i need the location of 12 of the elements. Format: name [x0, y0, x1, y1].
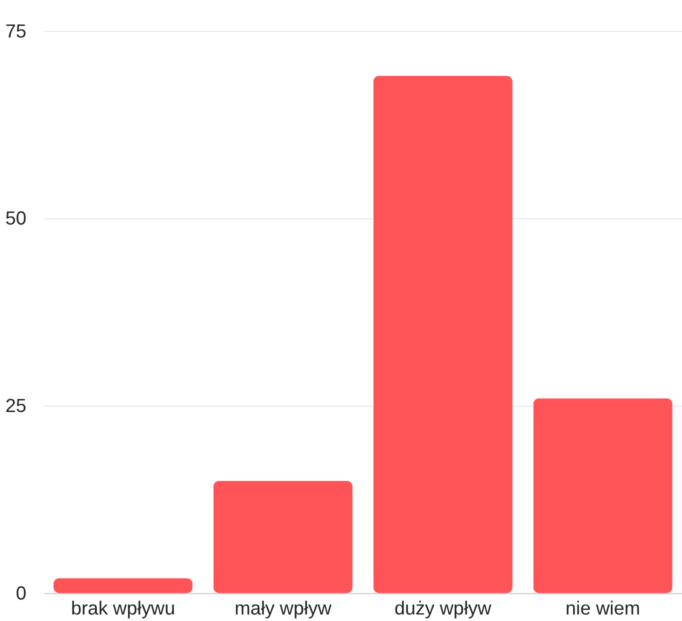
y-tick-label: 75 [5, 21, 26, 42]
y-tick-label: 25 [5, 396, 26, 418]
x-tick-label: brak wpływu [70, 598, 176, 620]
x-tick-label: mały wpływ [234, 598, 332, 620]
bar [213, 480, 353, 594]
bar [533, 398, 672, 594]
x-tick-label: nie wiem [565, 598, 640, 620]
y-tick-label: 50 [5, 208, 26, 230]
y-tick-label: 0 [16, 584, 26, 605]
bar [373, 76, 512, 594]
x-tick-label: duży wpływ [394, 598, 492, 620]
bar [53, 578, 193, 594]
